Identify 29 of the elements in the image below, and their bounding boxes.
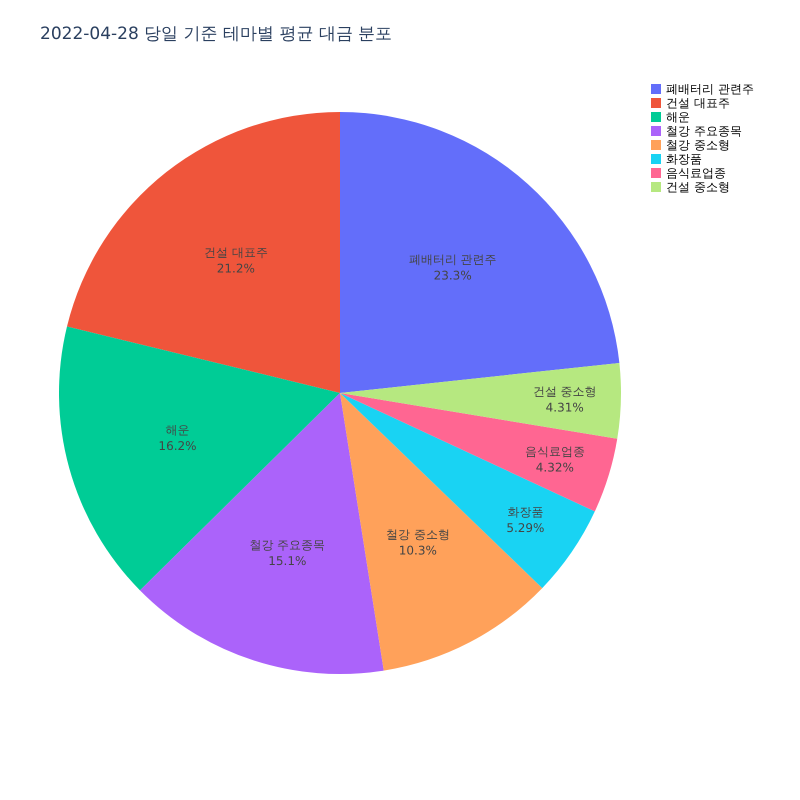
data-label: 4.31%: [546, 400, 584, 414]
data-label: 5.29%: [506, 521, 544, 536]
slice-label: 폐배터리 관련주: [408, 252, 497, 267]
legend-label: 건설 중소형: [666, 180, 730, 194]
legend-label: 철강 중소형: [666, 138, 730, 152]
slice-label: 건설 중소형: [532, 384, 597, 398]
slice-label: 철강 주요종목: [249, 538, 326, 552]
pie-slice: [66, 112, 340, 393]
data-label: 21.2%: [216, 261, 255, 276]
data-label: 10.3%: [398, 544, 437, 558]
data-label: 15.1%: [268, 554, 306, 568]
data-label: 23.3%: [434, 268, 472, 283]
slice-label: 음식료업종: [524, 444, 585, 458]
slice-label: 화장품: [507, 505, 544, 520]
data-label: 16.2%: [158, 438, 197, 453]
legend-label: 음식료업종: [666, 166, 726, 180]
legend-label: 철강 주요종목: [666, 124, 742, 138]
slice-label: 철강 중소형: [386, 528, 450, 542]
legend-label: 폐배터리 관련주: [666, 82, 754, 96]
legend-label: 건설 대표주: [666, 96, 730, 110]
slice-label: 건설 대표주: [204, 245, 268, 260]
legend-label: 해운: [666, 110, 690, 124]
pie-slice: [59, 326, 340, 590]
slice-label: 해운: [166, 422, 190, 437]
pie-slice: [140, 393, 384, 674]
data-label: 4.32%: [536, 460, 574, 474]
chart-title: 2022-04-28 당일 기준 테마별 평균 대금 분포: [40, 24, 392, 44]
legend-label: 화장품: [666, 152, 702, 166]
pie-slice: [340, 362, 621, 439]
